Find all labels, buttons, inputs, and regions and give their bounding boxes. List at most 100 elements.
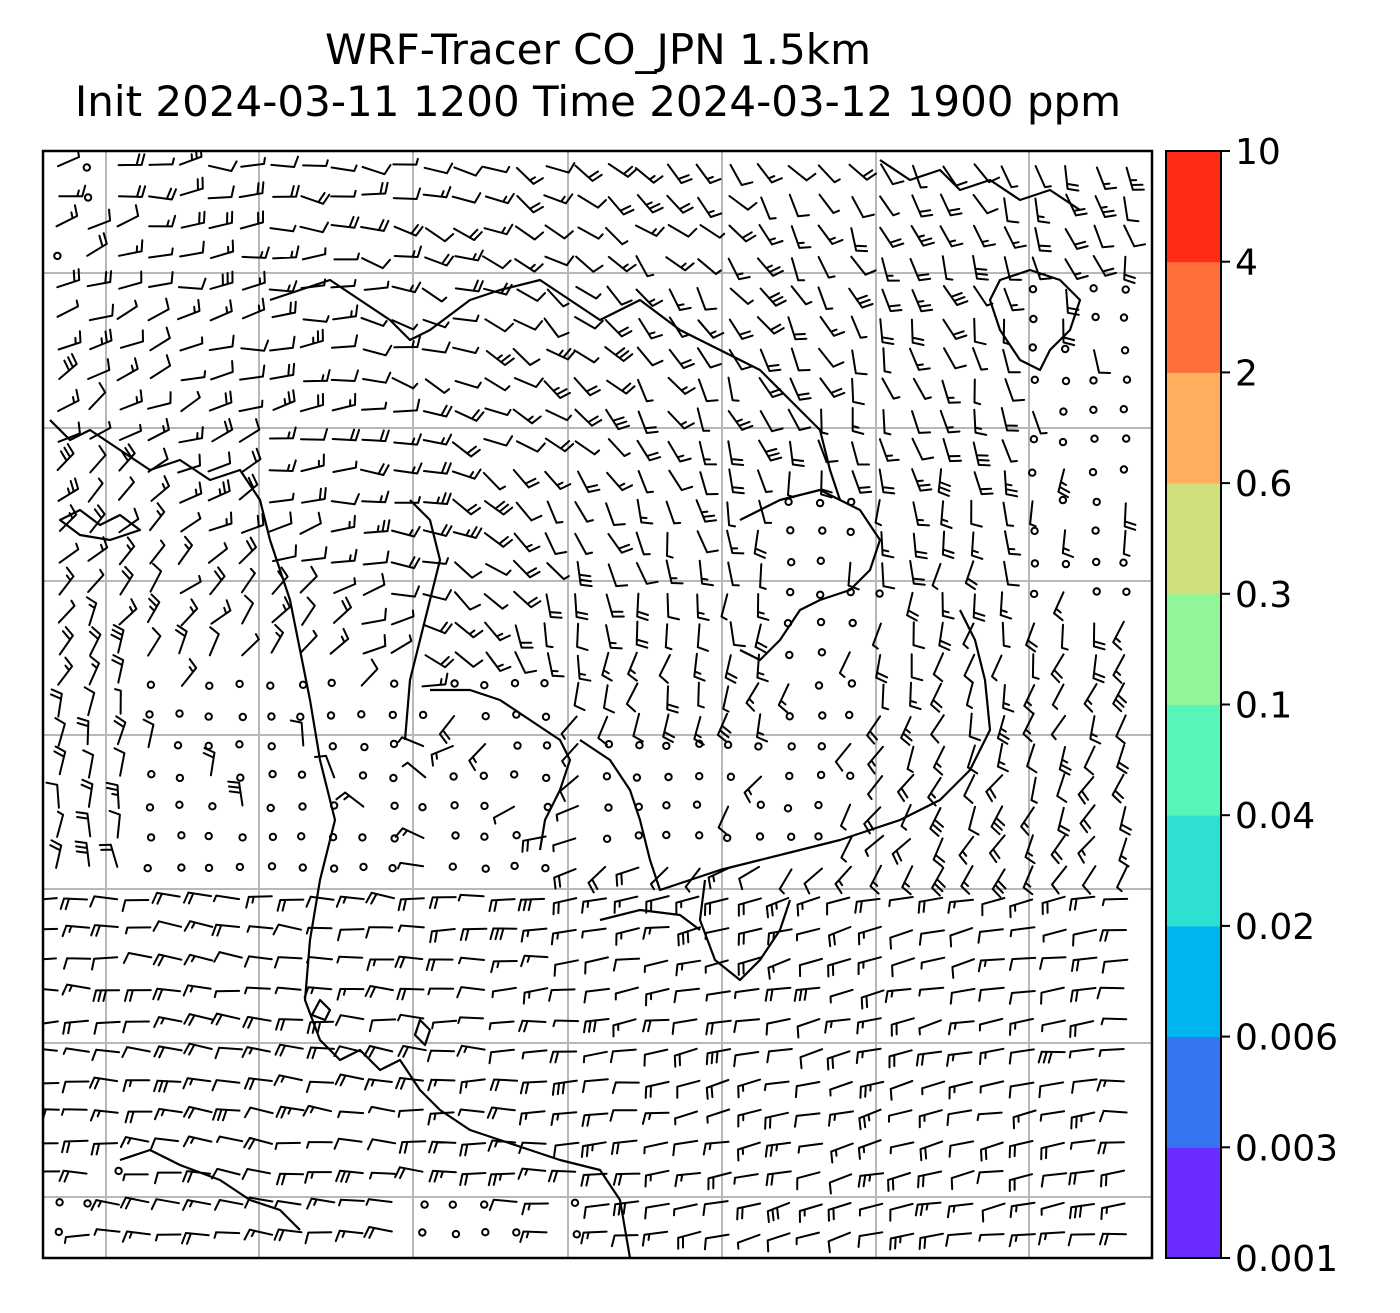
wind-barb: [607, 255, 637, 273]
wind-barb: [513, 590, 542, 609]
map-panel: [41, 149, 1154, 1260]
wind-barb: [394, 955, 424, 969]
wind-barb: [1115, 714, 1127, 745]
wind-barb: [520, 954, 549, 968]
wind-barb: [483, 282, 513, 296]
wind-barb: [488, 1020, 515, 1031]
wind-barb: [88, 303, 114, 322]
wind-barb: [1064, 228, 1089, 250]
wind-barb: [1002, 348, 1021, 374]
calm-wind-marker: [53, 251, 62, 261]
wind-barb: [124, 989, 152, 1002]
wind-barb: [304, 1231, 333, 1245]
wind-barb: [728, 318, 754, 340]
wind-barb: [643, 1141, 669, 1155]
wind-barb: [182, 1199, 212, 1211]
wind-barb: [149, 354, 172, 380]
wind-barb: [793, 1112, 821, 1128]
wind-barb: [43, 957, 57, 961]
calm-wind-markers: [53, 163, 1132, 1239]
wind-barb: [574, 593, 589, 621]
wind-barb: [485, 350, 515, 366]
colorbar-tick-label: 4: [1235, 243, 1258, 284]
wind-barb: [361, 490, 390, 504]
wind-barb: [183, 1042, 213, 1056]
calm-wind-marker: [510, 770, 519, 779]
wind-barb: [817, 286, 834, 310]
calm-wind-marker: [238, 712, 248, 722]
wind-barb: [75, 811, 92, 838]
wind-barb: [607, 438, 631, 457]
wind-barb: [879, 318, 895, 345]
wind-barb: [274, 1200, 302, 1208]
wind-barb: [182, 1077, 212, 1090]
wind-barb: [397, 1108, 424, 1118]
wind-barb: [574, 408, 603, 427]
wind-barb: [644, 1169, 670, 1188]
wind-barb: [553, 1141, 580, 1158]
wind-barb: [675, 895, 700, 915]
wind-barb: [553, 868, 577, 890]
wind-barb: [122, 1079, 151, 1092]
calm-wind-marker: [1091, 526, 1100, 535]
wind-barb: [938, 621, 952, 651]
wind-barb: [334, 1073, 365, 1087]
wind-barb: [147, 627, 162, 657]
wind-barb: [149, 539, 166, 565]
wind-barb: [56, 268, 81, 289]
calm-wind-marker: [1030, 526, 1039, 536]
wind-barb: [931, 562, 942, 590]
calm-wind-marker: [448, 1200, 457, 1209]
wind-barb: [427, 987, 455, 996]
calm-wind-marker: [1030, 559, 1040, 568]
wind-barb: [61, 983, 91, 996]
wind-barb: [848, 163, 877, 181]
wind-barb: [43, 897, 58, 901]
calm-wind-marker: [846, 527, 855, 537]
wind-barb: [826, 1050, 851, 1071]
wind-barb: [736, 1233, 761, 1250]
wind-barb: [422, 589, 452, 601]
wind-barb: [696, 347, 722, 369]
wind-barb: [869, 864, 882, 895]
calm-wind-marker: [418, 1228, 427, 1237]
wind-barb: [1032, 410, 1048, 435]
wind-barb: [882, 347, 892, 374]
wind-barb: [454, 591, 481, 611]
wind-barb: [1038, 1231, 1066, 1246]
wind-barb: [522, 987, 549, 1005]
wind-barb: [727, 257, 751, 281]
wind-barb: [756, 593, 770, 621]
wind-barb: [1009, 956, 1037, 971]
calm-wind-marker: [755, 832, 765, 841]
wind-barb: [636, 439, 662, 462]
wind-barb: [635, 620, 649, 649]
calm-wind-marker: [175, 773, 185, 783]
wind-barb: [789, 377, 812, 401]
wind-barb: [397, 1013, 425, 1022]
wind-barb: [996, 742, 1009, 773]
wind-barb: [61, 1139, 89, 1154]
wind-barb: [273, 1074, 303, 1087]
wind-barb: [89, 444, 107, 474]
wind-barb: [857, 956, 882, 976]
wind-barb: [453, 165, 484, 177]
wind-barb: [891, 838, 912, 865]
calm-wind-marker: [542, 741, 552, 750]
wind-barb: [1069, 1139, 1096, 1150]
colorbar-tick-label: 0.3: [1235, 575, 1292, 616]
wind-barb: [632, 712, 644, 743]
wind-barb: [239, 210, 264, 230]
wind-barb: [818, 193, 840, 214]
wind-barb: [485, 651, 512, 672]
wind-barb: [1009, 898, 1034, 919]
wind-barb: [87, 208, 112, 230]
calm-wind-marker: [1058, 437, 1068, 447]
wind-barb: [90, 924, 119, 937]
wind-barb: [1101, 958, 1129, 974]
wind-barb: [702, 1140, 730, 1156]
wind-barb: [696, 593, 710, 621]
wind-barb: [393, 224, 424, 237]
wind-barb: [152, 987, 182, 1001]
wind-barb: [613, 895, 639, 914]
